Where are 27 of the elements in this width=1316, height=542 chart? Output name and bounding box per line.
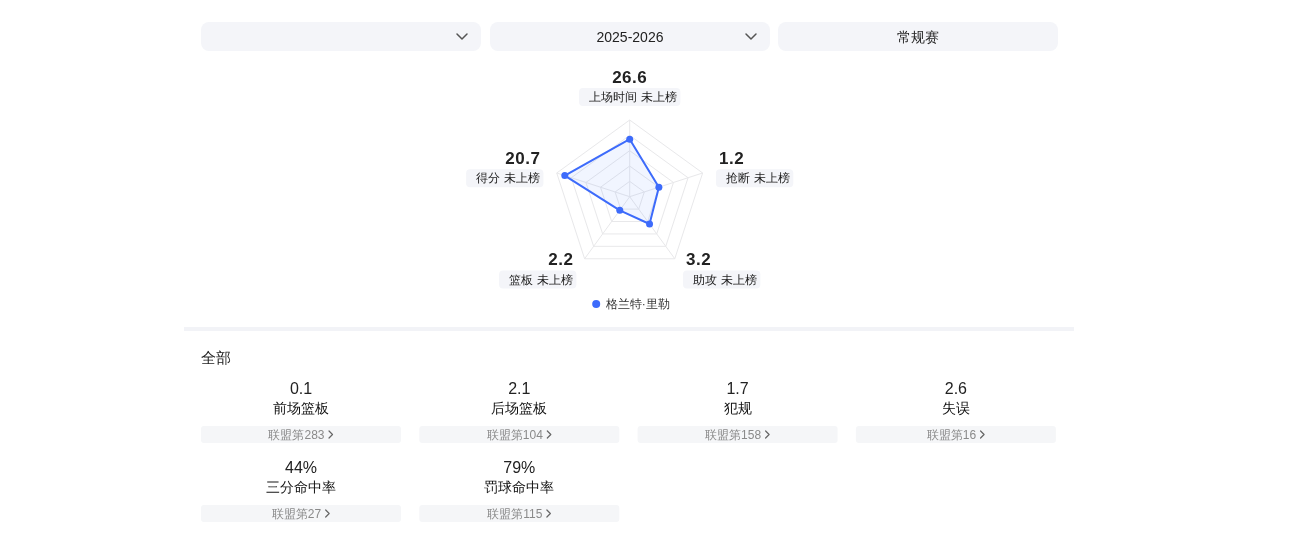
- stat-rank: 联盟第16: [926, 428, 977, 442]
- stat-rank: 联盟第158: [705, 428, 762, 442]
- stat-rank: 联盟第104: [486, 428, 543, 442]
- category: 3.2 助攻 未上榜: [686, 250, 757, 287]
- card-title: 全部: [201, 349, 231, 366]
- stat-value: 2.6: [944, 380, 968, 397]
- legend-text: 格兰特·里勒: [605, 297, 670, 311]
- stat-value: 2.1: [508, 380, 531, 397]
- stat-rank: 联盟第115: [487, 507, 543, 521]
- stat-rank: 联盟第27: [271, 507, 322, 521]
- selector-text: 2025-2026: [596, 28, 664, 45]
- stat-value: 0.1: [289, 380, 313, 397]
- stat-name: 罚球命中率: [484, 479, 555, 495]
- category: 1.2 抢断 未上榜: [718, 148, 790, 186]
- category: 2.2 篮板 未上榜: [509, 250, 574, 287]
- stat-name: 前场篮板: [273, 400, 329, 416]
- stat-rank: 联盟第283: [268, 428, 325, 442]
- stat-value: 79%: [503, 459, 536, 476]
- stat-name: 失误: [941, 400, 970, 416]
- stat-name: 三分命中率: [266, 479, 336, 495]
- stat-name: 后场篮板: [491, 400, 548, 416]
- category: 20.7 得分 未上榜: [476, 148, 541, 186]
- stat-value: 44%: [285, 459, 317, 476]
- stat-name: 犯规: [723, 400, 752, 416]
- stat-value: 1.7: [726, 380, 749, 397]
- category: 26.6 上场时间 未上榜: [589, 67, 677, 104]
- selector-text: 常规赛: [897, 28, 939, 45]
